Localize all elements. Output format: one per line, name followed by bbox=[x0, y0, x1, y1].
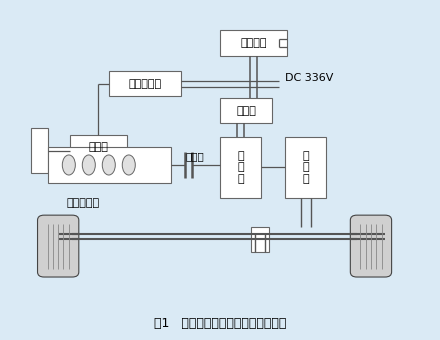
Ellipse shape bbox=[62, 155, 75, 175]
Text: 电
动
机: 电 动 机 bbox=[237, 151, 244, 184]
Text: 内燃发动机: 内燃发动机 bbox=[66, 199, 100, 208]
FancyBboxPatch shape bbox=[37, 215, 79, 277]
FancyBboxPatch shape bbox=[109, 71, 181, 97]
FancyBboxPatch shape bbox=[350, 215, 392, 277]
Text: 变频器: 变频器 bbox=[236, 106, 256, 116]
FancyBboxPatch shape bbox=[48, 147, 171, 183]
Text: 离合器: 离合器 bbox=[186, 152, 205, 162]
Text: DC 336V: DC 336V bbox=[285, 73, 334, 83]
Text: 蓄电池组: 蓄电池组 bbox=[240, 38, 267, 48]
FancyBboxPatch shape bbox=[251, 227, 269, 252]
Text: 发动机: 发动机 bbox=[88, 142, 108, 152]
Text: 图1   混合动力电动汽车的系统结构图: 图1 混合动力电动汽车的系统结构图 bbox=[154, 317, 286, 330]
Text: 直流发电机: 直流发电机 bbox=[128, 79, 161, 89]
Ellipse shape bbox=[102, 155, 115, 175]
FancyBboxPatch shape bbox=[220, 137, 261, 199]
Ellipse shape bbox=[82, 155, 95, 175]
FancyBboxPatch shape bbox=[31, 128, 48, 173]
Ellipse shape bbox=[122, 155, 135, 175]
FancyBboxPatch shape bbox=[70, 135, 127, 160]
FancyBboxPatch shape bbox=[220, 98, 272, 123]
FancyBboxPatch shape bbox=[220, 30, 287, 56]
FancyBboxPatch shape bbox=[285, 137, 326, 199]
Text: 减
速
器: 减 速 器 bbox=[302, 151, 309, 184]
